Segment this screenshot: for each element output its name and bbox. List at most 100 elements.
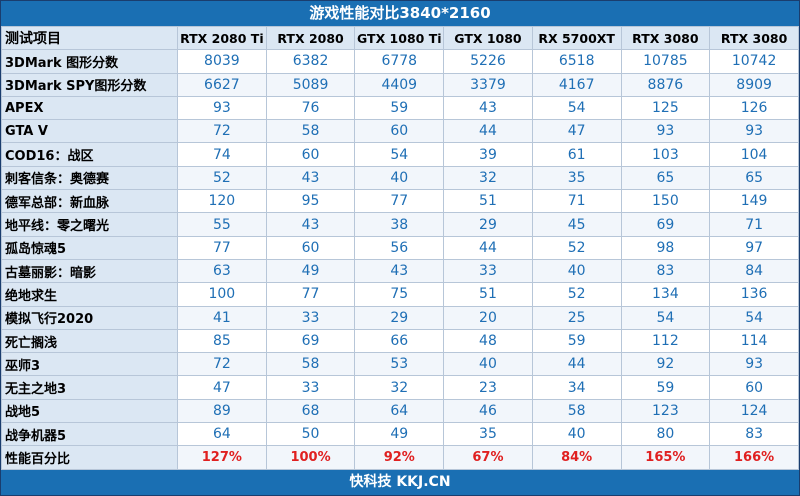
score-cell: 83 <box>620 258 711 284</box>
score-cell: 44 <box>443 235 533 260</box>
score-cell: 93 <box>709 352 799 377</box>
score-cell: 60 <box>354 119 445 144</box>
score-cell: 46 <box>443 398 533 424</box>
score-cell: 29 <box>354 305 445 330</box>
score-cell: 65 <box>709 165 799 191</box>
score-cell: 52 <box>531 235 622 260</box>
percent-cell: 92% <box>354 445 445 470</box>
footer-source: 快科技 KKJ.CN <box>1 470 799 495</box>
score-cell: 77 <box>177 235 267 260</box>
table-row: GTA V 72 58 60 44 47 93 93 <box>1 119 799 144</box>
row-label: 战地5 <box>1 398 178 424</box>
score-cell: 51 <box>443 282 533 307</box>
benchmark-table: 测试项目 RTX 2080 Ti RTX 2080 GTX 1080 Ti GT… <box>1 25 799 470</box>
score-cell: 10785 <box>620 49 711 74</box>
header-gpu: RTX 2080 <box>265 25 356 51</box>
row-label: 模拟飞行2020 <box>1 305 178 330</box>
header-row: 测试项目 RTX 2080 Ti RTX 2080 GTX 1080 Ti GT… <box>1 25 799 51</box>
score-cell: 58 <box>531 398 622 424</box>
score-cell: 124 <box>709 398 799 424</box>
header-gpu: RX 5700XT <box>531 25 622 51</box>
score-cell: 50 <box>265 422 356 447</box>
table-row: 孤岛惊魂5 77 60 56 44 52 98 97 <box>1 235 799 260</box>
score-cell: 40 <box>443 352 533 377</box>
table-row: 战争机器5 64 50 49 35 40 80 83 <box>1 422 799 447</box>
score-cell: 40 <box>531 422 622 447</box>
score-cell: 92 <box>620 352 711 377</box>
header-gpu: RTX 3080 <box>620 25 711 51</box>
score-cell: 120 <box>177 189 267 214</box>
score-cell: 69 <box>265 328 356 354</box>
score-cell: 52 <box>531 282 622 307</box>
score-cell: 45 <box>531 212 622 237</box>
row-label: 刺客信条：奥德赛 <box>1 165 178 191</box>
score-cell: 25 <box>531 305 622 330</box>
score-cell: 58 <box>265 119 356 144</box>
row-label: 巫师3 <box>1 352 178 377</box>
score-cell: 23 <box>443 375 533 400</box>
score-cell: 43 <box>265 212 356 237</box>
percent-cell: 100% <box>265 445 356 470</box>
score-cell: 63 <box>177 258 267 284</box>
score-cell: 59 <box>620 375 711 400</box>
score-cell: 126 <box>709 95 799 121</box>
score-cell: 136 <box>709 282 799 307</box>
score-cell: 33 <box>265 375 356 400</box>
table-row: 无主之地3 47 33 32 23 34 59 60 <box>1 375 799 400</box>
score-cell: 64 <box>354 398 445 424</box>
score-cell: 85 <box>177 328 267 354</box>
row-label: 无主之地3 <box>1 375 178 400</box>
score-cell: 48 <box>443 328 533 354</box>
table-row: 绝地求生 100 77 75 51 52 134 136 <box>1 282 799 307</box>
score-cell: 55 <box>177 212 267 237</box>
score-cell: 56 <box>354 235 445 260</box>
score-cell: 68 <box>265 398 356 424</box>
score-cell: 44 <box>531 352 622 377</box>
score-cell: 72 <box>177 352 267 377</box>
row-label: 德军总部：新血脉 <box>1 189 178 214</box>
table-row: 死亡搁浅 85 69 66 48 59 112 114 <box>1 328 799 354</box>
header-gpu: GTX 1080 Ti <box>354 25 445 51</box>
score-cell: 80 <box>620 422 711 447</box>
score-cell: 76 <box>265 95 356 121</box>
score-cell: 51 <box>443 189 533 214</box>
header-gpu: GTX 1080 <box>443 25 533 51</box>
score-cell: 20 <box>443 305 533 330</box>
score-cell: 35 <box>443 422 533 447</box>
row-label: 地平线：零之曙光 <box>1 212 178 237</box>
score-cell: 71 <box>531 189 622 214</box>
table-row: 古墓丽影：暗影 63 49 43 33 40 83 84 <box>1 258 799 284</box>
score-cell: 83 <box>709 422 799 447</box>
score-cell: 103 <box>620 142 711 167</box>
score-cell: 47 <box>531 119 622 144</box>
score-cell: 69 <box>620 212 711 237</box>
score-cell: 75 <box>354 282 445 307</box>
score-cell: 77 <box>354 189 445 214</box>
score-cell: 43 <box>443 95 533 121</box>
score-cell: 6627 <box>177 72 267 97</box>
score-cell: 54 <box>620 305 711 330</box>
score-cell: 54 <box>709 305 799 330</box>
score-cell: 95 <box>265 189 356 214</box>
row-label: 战争机器5 <box>1 422 178 447</box>
score-cell: 98 <box>620 235 711 260</box>
score-cell: 97 <box>709 235 799 260</box>
score-cell: 74 <box>177 142 267 167</box>
score-cell: 60 <box>265 235 356 260</box>
score-cell: 89 <box>177 398 267 424</box>
score-cell: 93 <box>709 119 799 144</box>
score-cell: 61 <box>531 142 622 167</box>
row-label: 3DMark 图形分数 <box>1 49 178 74</box>
score-cell: 6382 <box>265 49 356 74</box>
score-cell: 47 <box>177 375 267 400</box>
score-cell: 41 <box>177 305 267 330</box>
score-cell: 32 <box>443 165 533 191</box>
row-label: 古墓丽影：暗影 <box>1 258 178 284</box>
table-row: COD16：战区 74 60 54 39 61 103 104 <box>1 142 799 167</box>
score-cell: 6778 <box>354 49 445 74</box>
score-cell: 93 <box>620 119 711 144</box>
table-row: 模拟飞行2020 41 33 29 20 25 54 54 <box>1 305 799 330</box>
score-cell: 40 <box>354 165 445 191</box>
performance-row: 性能百分比 127% 100% 92% 67% 84% 165% 166% <box>1 445 799 470</box>
